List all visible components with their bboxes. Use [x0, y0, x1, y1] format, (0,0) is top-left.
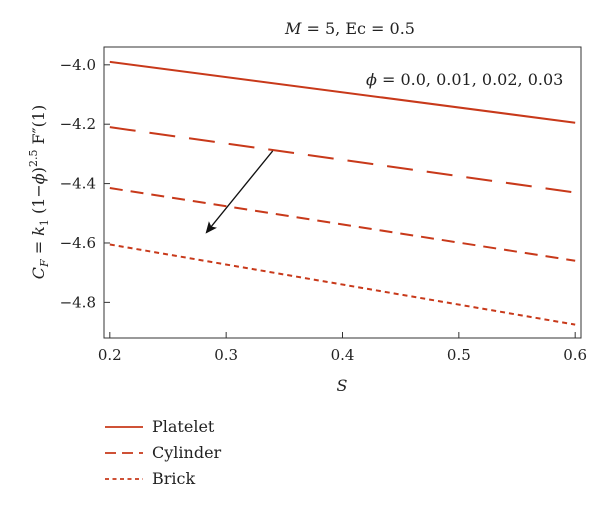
title-rest: = 5, Ec = 0.5: [301, 19, 415, 38]
ylabel-paren-close: ): [29, 167, 48, 173]
annotation-phi-symbol: ϕ: [366, 70, 377, 89]
ylabel-phi: ϕ: [29, 173, 48, 184]
y-tick-label: −4.2: [60, 115, 96, 133]
phi-annotation: ϕ = 0.0, 0.01, 0.02, 0.03: [366, 70, 563, 89]
legend-item-brick: Brick: [105, 469, 195, 488]
annotation-text: = 0.0, 0.01, 0.02, 0.03: [377, 70, 563, 89]
ylabel-paren-open: (1−: [29, 184, 48, 219]
ylabel-k: k: [29, 226, 48, 236]
plot-frame: [103, 46, 582, 339]
annotation-arrow: [205, 150, 274, 234]
x-tick-label: 0.2: [98, 346, 122, 364]
x-tick-label: 0.5: [447, 346, 471, 364]
y-tick-label: −4.8: [60, 293, 96, 311]
legend-label-platelet: Platelet: [152, 417, 215, 436]
series-line-cylinder: [109, 126, 576, 194]
series-line-platelet: [109, 60, 576, 124]
legend-item-cylinder: Cylinder: [105, 443, 222, 462]
ylabel-f: F″(1): [29, 105, 48, 150]
series-line-unlabeled-2: [109, 187, 576, 262]
x-axis-label: S: [337, 376, 348, 395]
legend-item-platelet: Platelet: [105, 417, 215, 436]
ylabel-eq: =: [29, 236, 48, 260]
ylabel-exp: 2.5: [27, 150, 40, 168]
x-tick-label: 0.3: [214, 346, 238, 364]
y-tick-label: −4.0: [60, 56, 96, 74]
ylabel-k-sub: 1: [38, 219, 51, 226]
y-ticks: −4.8 −4.6 −4.4 −4.2 −4.0: [60, 56, 110, 311]
y-axis-label: CF = k1 (1−ϕ)2.5 F″(1): [27, 105, 51, 280]
series-lines: [109, 60, 576, 326]
legend: Platelet Cylinder Brick: [105, 417, 222, 488]
chart-title: M = 5, Ec = 0.5: [284, 19, 415, 38]
ylabel-c: C: [29, 267, 48, 279]
x-ticks: 0.2 0.3 0.4 0.5 0.6: [98, 332, 587, 364]
y-tick-label: −4.6: [60, 234, 96, 252]
y-tick-label: −4.4: [60, 175, 96, 193]
legend-label-cylinder: Cylinder: [152, 443, 222, 462]
ylabel-c-sub: F: [38, 259, 51, 268]
x-tick-label: 0.6: [563, 346, 587, 364]
title-m-symbol: M: [284, 19, 302, 38]
x-tick-label: 0.4: [331, 346, 355, 364]
series-line-brick: [109, 243, 576, 326]
legend-label-brick: Brick: [152, 469, 195, 488]
